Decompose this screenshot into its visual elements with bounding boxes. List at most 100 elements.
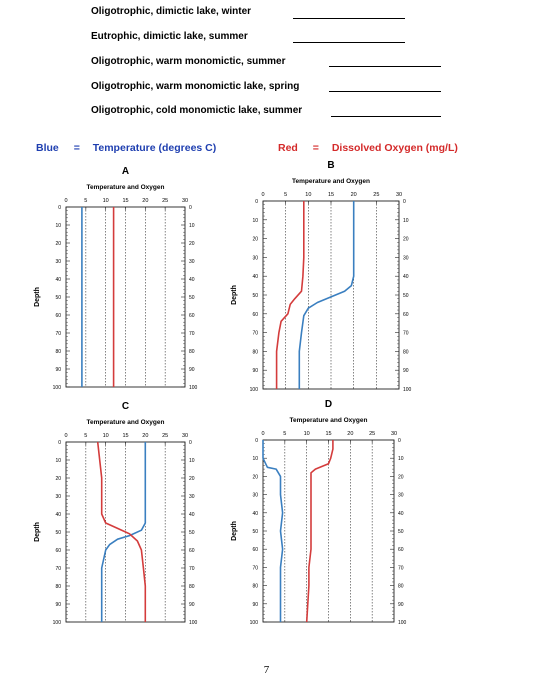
chart-c-y-tick-label-right: 0	[189, 440, 192, 446]
chart-d-y-tick-label-right: 80	[398, 584, 404, 590]
chart-b-x-tick-label: 15	[328, 192, 334, 198]
chart-d-x-tick-label: 25	[369, 431, 375, 437]
chart-c-y-tick-label-left: 30	[55, 494, 61, 500]
chart-d-letter: D	[325, 399, 332, 410]
chart-a-y-tick-label-left: 70	[55, 331, 61, 337]
legend-blue-word: Blue	[36, 142, 59, 154]
chart-a-title: Temperature and Oxygen	[87, 184, 165, 191]
chart-c-temperature-line	[100, 442, 147, 622]
chart-c-y-tick-label-left: 40	[55, 512, 61, 518]
chart-b-x-tick-label: 10	[305, 192, 311, 198]
question-3: Oligotrophic, warm monomictic, summer	[91, 56, 286, 67]
chart-b-y-tick-label-left: 10	[252, 218, 258, 224]
chart-d-x-tick-label: 15	[325, 431, 331, 437]
chart-b-y-tick-label-right: 0	[403, 199, 406, 205]
chart-d-ylabel: Depth	[231, 521, 238, 541]
chart-b-y-tick-label-right: 60	[403, 312, 409, 318]
question-5: Oligotrophic, cold monomictic lake, summ…	[91, 105, 303, 116]
chart-c-y-tick-label-right: 10	[189, 458, 195, 464]
chart-d-x-tick-label: 10	[304, 431, 310, 437]
legend-red-eq: =	[312, 142, 319, 154]
chart-c-y-tick-label-left: 20	[55, 476, 61, 482]
chart-a-x-tick-label: 0	[64, 198, 67, 204]
question-4: Oligotrophic, warm monomictic lake, spri…	[91, 81, 300, 92]
chart-b-y-tick-label-left: 100	[250, 387, 259, 393]
chart-d-title: Temperature and Oxygen	[290, 417, 368, 424]
chart-a-x-tick-label: 30	[182, 198, 188, 204]
chart-b-frame	[262, 200, 400, 390]
chart-d-oxygen-line	[305, 440, 334, 623]
chart-b-y-tick-label-right: 30	[403, 255, 409, 261]
chart-b-y-tick-label-left: 40	[252, 274, 258, 280]
chart-b-y-tick-label-left: 90	[252, 368, 258, 374]
answer-blank-4[interactable]	[329, 91, 441, 92]
chart-a-y-tick-label-left: 100	[53, 385, 62, 391]
chart-d-x-tick-label: 5	[283, 431, 286, 437]
chart-d-y-tick-label-left: 50	[252, 529, 258, 535]
chart-d-y-tick-label-left: 100	[250, 620, 259, 626]
chart-b-ylabel: Depth	[231, 285, 238, 305]
chart-b-y-tick-label-right: 50	[403, 293, 409, 299]
chart-c-x-tick-label: 20	[142, 433, 148, 439]
chart-d-y-tick-label-left: 90	[252, 602, 258, 608]
chart-a-x-tick-label: 20	[142, 198, 148, 204]
chart-b-x-tick-label: 20	[351, 192, 357, 198]
chart-d-y-tick-label-left: 0	[255, 438, 258, 444]
chart-d-y-tick-label-left: 80	[252, 584, 258, 590]
chart-a-y-tick-label-left: 30	[55, 259, 61, 265]
chart-c-frame	[65, 441, 186, 623]
chart-d-y-tick-label-right: 10	[398, 456, 404, 462]
chart-a-y-tick-label-right: 50	[189, 295, 195, 301]
legend-blue-desc: Temperature (degrees C)	[92, 142, 217, 154]
chart-a-x-tick-label: 25	[162, 198, 168, 204]
legend-red-desc: Dissolved Oxygen (mg/L)	[331, 142, 458, 154]
chart-b-x-tick-label: 30	[396, 192, 402, 198]
chart-c-x-tick-label: 30	[182, 433, 188, 439]
chart-c-y-tick-label-right: 90	[189, 602, 195, 608]
chart-b-y-tick-label-left: 50	[252, 293, 258, 299]
chart-a-y-tick-label-left: 0	[58, 205, 61, 211]
chart-a-frame	[65, 206, 186, 388]
chart-c-title: Temperature and Oxygen	[87, 419, 165, 426]
chart-d-frame	[262, 439, 395, 623]
chart-b-x-tick-label: 25	[373, 192, 379, 198]
answer-blank-3[interactable]	[329, 66, 441, 67]
chart-b-y-tick-label-right: 40	[403, 274, 409, 280]
question-2: Eutrophic, dimictic lake, summer	[91, 31, 248, 42]
chart-d-y-tick-label-right: 40	[398, 511, 404, 517]
chart-c-y-tick-label-left: 60	[55, 548, 61, 554]
chart-d-y-tick-label-right: 60	[398, 547, 404, 553]
chart-c-y-tick-label-left: 90	[55, 602, 61, 608]
chart-a-letter: A	[122, 166, 129, 177]
chart-a-y-tick-label-left: 20	[55, 241, 61, 247]
chart-c-letter: C	[122, 401, 129, 412]
chart-c-x-tick-label: 5	[84, 433, 87, 439]
answer-blank-5[interactable]	[331, 116, 441, 117]
chart-d-y-tick-label-left: 10	[252, 456, 258, 462]
legend-temperature: Blue = Temperature (degrees C)	[36, 142, 216, 154]
chart-b-letter: B	[327, 160, 334, 171]
chart-a-y-tick-label-left: 90	[55, 367, 61, 373]
chart-d-y-tick-label-left: 20	[252, 474, 258, 480]
chart-d-y-tick-label-right: 20	[398, 474, 404, 480]
chart-d-y-tick-label-right: 30	[398, 493, 404, 499]
chart-a-y-tick-label-right: 10	[189, 223, 195, 229]
chart-c-y-tick-label-right: 70	[189, 566, 195, 572]
chart-c-y-tick-label-right: 20	[189, 476, 195, 482]
chart-b-x-tick-label: 5	[284, 192, 287, 198]
chart-a-x-tick-label: 10	[103, 198, 109, 204]
chart-c-x-tick-label: 10	[103, 433, 109, 439]
chart-a-y-tick-label-left: 10	[55, 223, 61, 229]
chart-c-y-tick-label-left: 100	[53, 620, 62, 626]
answer-blank-2[interactable]	[293, 42, 405, 43]
chart-b-y-tick-label-right: 100	[403, 387, 412, 393]
chart-c-y-tick-label-right: 60	[189, 548, 195, 554]
chart-a-y-tick-label-right: 60	[189, 313, 195, 319]
chart-c-y-tick-label-right: 100	[189, 620, 198, 626]
answer-blank-1[interactable]	[293, 18, 405, 19]
chart-d-y-tick-label-right: 0	[398, 438, 401, 444]
chart-d-x-tick-label: 30	[391, 431, 397, 437]
chart-a-y-tick-label-left: 60	[55, 313, 61, 319]
chart-b-y-tick-label-left: 60	[252, 312, 258, 318]
chart-d-y-tick-label-right: 50	[398, 529, 404, 535]
